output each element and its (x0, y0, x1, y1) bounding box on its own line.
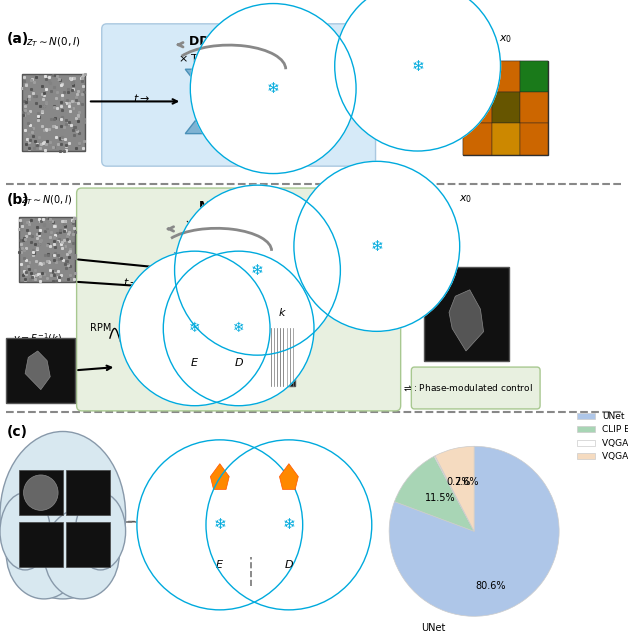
Text: $D$: $D$ (413, 105, 423, 117)
Legend: UNet, CLIP Embedder, VQGAN (tuned), VQGAN (not tuned): UNet, CLIP Embedder, VQGAN (tuned), VQGA… (573, 408, 628, 465)
Ellipse shape (0, 493, 50, 570)
Polygon shape (174, 252, 272, 311)
Text: 0.2%: 0.2% (447, 477, 471, 487)
Ellipse shape (75, 493, 126, 570)
Text: $D$: $D$ (234, 356, 244, 368)
FancyBboxPatch shape (22, 74, 85, 151)
Text: RPM: RPM (90, 323, 111, 334)
Polygon shape (215, 328, 262, 386)
Text: $z_T \sim N(0,I)$: $z_T \sim N(0,I)$ (26, 35, 81, 49)
Ellipse shape (24, 475, 58, 510)
Circle shape (119, 251, 270, 406)
Bar (463, 92, 492, 124)
Text: Denoising: Denoising (189, 274, 244, 283)
Text: UNet: UNet (421, 623, 445, 633)
Bar (492, 92, 520, 124)
FancyBboxPatch shape (66, 522, 110, 567)
Text: $E$: $E$ (190, 356, 199, 368)
FancyBboxPatch shape (463, 61, 548, 155)
Text: UNet: UNet (215, 109, 243, 119)
Text: ❄: ❄ (283, 517, 295, 533)
Circle shape (163, 251, 314, 406)
Text: UNet: UNet (203, 289, 230, 298)
FancyBboxPatch shape (270, 328, 295, 386)
Text: Hard-to-soft guidance: Hard-to-soft guidance (176, 301, 313, 311)
Text: $E$: $E$ (215, 558, 224, 569)
Polygon shape (279, 464, 298, 489)
Text: $\times$ T: $\times$ T (178, 52, 199, 64)
Polygon shape (210, 464, 229, 489)
Polygon shape (232, 515, 270, 544)
Wedge shape (435, 446, 474, 531)
Text: $k$: $k$ (278, 307, 287, 318)
Polygon shape (25, 351, 50, 390)
Polygon shape (350, 243, 403, 321)
Text: $z_T \sim N(0,I)$: $z_T \sim N(0,I)$ (21, 193, 73, 207)
Ellipse shape (0, 431, 126, 599)
Text: MRSampler: MRSampler (198, 200, 279, 213)
Text: (c): (c) (6, 425, 27, 439)
Wedge shape (434, 456, 474, 531)
Text: $\rightleftharpoons$: Phase-modulated control: $\rightleftharpoons$: Phase-modulated co… (403, 383, 533, 393)
Text: DDIM Sampler: DDIM Sampler (188, 35, 289, 48)
Text: ❄: ❄ (214, 517, 226, 533)
Text: (b): (b) (6, 193, 29, 207)
Bar (492, 61, 520, 92)
Circle shape (137, 440, 303, 610)
Bar (520, 61, 548, 92)
Bar (520, 92, 548, 124)
Text: $z_0$: $z_0$ (371, 92, 383, 104)
Circle shape (175, 185, 340, 355)
FancyBboxPatch shape (77, 188, 401, 411)
FancyBboxPatch shape (424, 267, 509, 361)
FancyBboxPatch shape (6, 338, 75, 402)
FancyBboxPatch shape (19, 470, 63, 515)
Text: $y = F^{-1}(k)$: $y = F^{-1}(k)$ (13, 332, 62, 348)
FancyBboxPatch shape (411, 367, 540, 409)
Ellipse shape (6, 509, 82, 599)
Text: ❄: ❄ (267, 81, 279, 96)
FancyBboxPatch shape (204, 486, 236, 576)
Text: 11.5%: 11.5% (425, 493, 455, 503)
Text: $D$: $D$ (372, 285, 382, 298)
FancyBboxPatch shape (66, 470, 110, 515)
Polygon shape (449, 290, 484, 351)
Wedge shape (389, 446, 559, 616)
Circle shape (190, 3, 356, 174)
Text: Denoising: Denoising (202, 93, 257, 103)
Bar (520, 124, 548, 155)
Text: $x_0$: $x_0$ (499, 33, 512, 45)
FancyBboxPatch shape (19, 218, 75, 282)
FancyBboxPatch shape (19, 522, 63, 567)
Text: ❄: ❄ (189, 321, 200, 336)
Text: ❄: ❄ (251, 263, 264, 278)
Text: ❄: ❄ (371, 239, 383, 254)
Bar (492, 124, 520, 155)
Polygon shape (391, 63, 445, 140)
Ellipse shape (44, 509, 119, 599)
Text: $D$: $D$ (284, 558, 294, 569)
Polygon shape (185, 69, 286, 134)
Text: $t\rightarrow$: $t\rightarrow$ (123, 276, 141, 288)
FancyBboxPatch shape (273, 486, 305, 576)
Circle shape (294, 162, 460, 331)
Text: $\rightleftharpoons$: $\rightleftharpoons$ (153, 331, 168, 345)
Wedge shape (394, 457, 474, 531)
Circle shape (335, 0, 501, 151)
Polygon shape (171, 328, 218, 386)
Text: (a): (a) (6, 32, 28, 46)
Text: 7.6%: 7.6% (454, 477, 479, 487)
Text: $z_0$: $z_0$ (330, 282, 342, 294)
FancyBboxPatch shape (102, 24, 376, 166)
Text: 80.6%: 80.6% (475, 581, 506, 591)
Text: ❄: ❄ (233, 321, 244, 336)
Text: $x_0$: $x_0$ (459, 193, 473, 205)
Text: ❄: ❄ (411, 59, 424, 73)
Circle shape (206, 440, 372, 610)
Bar (463, 61, 492, 92)
Text: $\times$ T: $\times$ T (184, 217, 205, 229)
Bar (463, 124, 492, 155)
Text: $t\rightarrow$: $t\rightarrow$ (133, 92, 150, 104)
